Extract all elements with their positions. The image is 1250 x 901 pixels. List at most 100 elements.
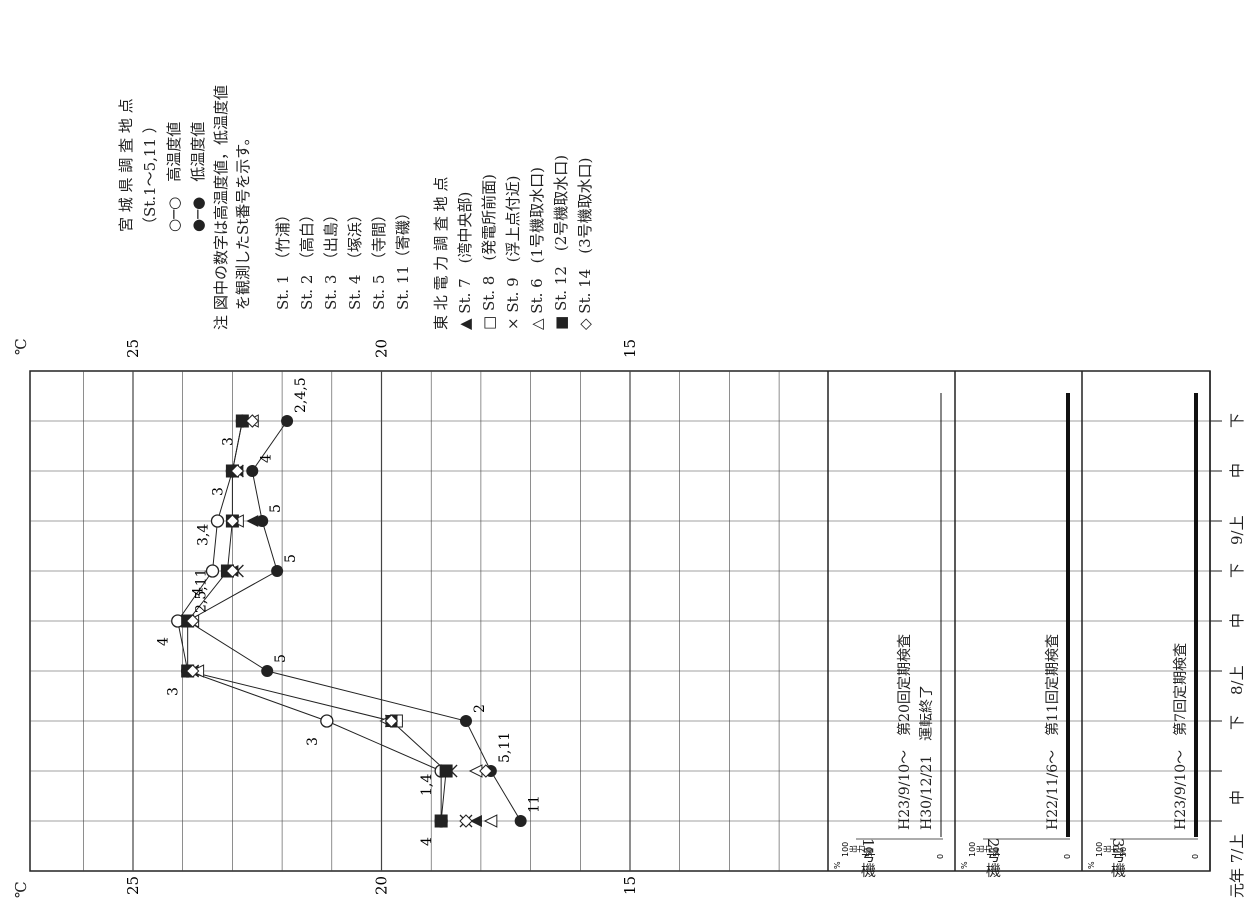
output-axis-label: % [1087,861,1096,869]
legend-station-1: St. 1 （竹浦） [274,207,292,310]
legend-tohoku-title: 東 北 電 力 調 査 地 点 [432,176,450,330]
st12-point [435,815,448,827]
high-label: 3 [305,737,321,746]
output-axis-label: 出 [975,845,985,853]
legend-tohoku-st9: × St. 9 (浮上点付近) [504,175,522,330]
st14-point [225,564,240,578]
legend-note-line2: を観測したSt番号を示す。 [234,130,252,310]
low-label: 5,11 [497,732,513,763]
st14-point [230,464,245,478]
data-markers [171,414,527,828]
legend-tohoku-st12: ■ St. 12 (2号機取水口) [552,154,570,330]
high-label: 4 [419,837,435,846]
st12-point [440,765,453,777]
legend-prefecture-title: 宮 城 県 調 査 地 点 [117,98,135,232]
tick-label-bottom: 25 [124,876,142,895]
legend-note-label: 注 [212,314,230,330]
low-point [271,565,284,577]
low-point [246,465,259,477]
output-axis-label: 0 [1063,854,1072,859]
tick-label-bottom: 20 [373,876,391,895]
x-label-7-chu: 中 [1228,789,1246,805]
low-label: 2,5,11 [194,568,210,613]
output-axis-label: 0 [936,854,945,859]
st14-point [459,814,473,828]
output-axis-label: 100 [968,842,977,857]
output-axis-label: 50 [992,847,1001,857]
high-point [205,564,220,578]
low-label: 11 [527,795,543,813]
plant-3-note1: H23/9/10～ 第7回定期検査 [1173,642,1189,830]
legend-tohoku-st6: △ St. 6 (1号機取水口) [528,167,546,330]
low-point [256,515,269,527]
x-label-9-jo: 9/上 [1228,515,1246,545]
legend-tohoku-st7: ▲ St. 7 (湾中央部) [456,191,474,330]
point-labels: 4 1,4 3 3 4 4 3,4 3 3 11 5,11 2 5 2,5,11 5 5 4 2,4,5 [156,377,543,846]
output-axis-label: 100 [1095,842,1104,857]
legend-prefecture-range: （St.1～5,11 ） [141,118,159,232]
plant-label-2: 2号機 [984,838,1002,878]
st6-point [483,814,498,828]
high-label: 4 [156,637,172,646]
output-axis-label: 力 [1110,845,1120,853]
output-axis-label: 力 [983,845,993,853]
low-label: 5 [268,504,284,513]
st14-point [245,414,259,428]
legend-station-2: St. 2 （高白） [298,207,316,310]
legend-station-3: St. 3 （出島） [322,207,340,310]
x-label-8-chu: 中 [1228,612,1246,628]
unit-bottom: ℃ [12,881,30,898]
st7-point [246,515,259,527]
output-axis-label: 出 [1102,845,1112,853]
plant-1-note2: H30/12/21 運転終了 [919,684,935,830]
st14-point [479,764,493,778]
st12-point [236,415,249,427]
plant-output-panels: %100 出力 50 0%100 出力 50 0%100 出力 50 0 [827,371,1200,871]
legend-tohoku-st14: ◇ St. 14 (3号機取水口) [576,157,594,330]
legend-station-4: St. 4 （塚浜） [346,207,364,310]
tick-label-top: 20 [373,339,391,358]
st7-point [469,815,482,827]
legend-low: ●─● 低温度値 [189,121,207,232]
legend-high: ○─○ 高温度値 [165,121,183,232]
output-axis-label: 出 [848,845,858,853]
legend-tohoku-st8: □ St. 8 (発電所前面) [480,173,498,330]
high-label: 3,4 [195,524,211,546]
high-label: 3 [210,487,226,496]
output-axis-label: 0 [1191,854,1200,859]
high-label: 3 [220,437,236,446]
low-label: 5 [283,554,299,563]
x-label-9-ge: 下 [1228,412,1246,428]
output-axis-label: 50 [865,847,874,857]
output-axis-label: % [960,861,969,869]
plant-1-note1: H23/9/10～ 第20回定期検査 [897,634,913,830]
tick-label-bottom: 15 [621,876,639,895]
low-point [261,665,274,677]
high-label: 1,4 [419,774,435,796]
output-axis-label: 100 [841,842,850,857]
plant-label-1: 1号機 [859,838,877,878]
legend-station-5: St. 5 （寺間） [370,207,388,310]
low-point [514,815,527,827]
legend-station-11: St. 11（寄磯） [394,205,412,310]
high-point [210,514,225,528]
plant-label-3: 3号機 [1109,838,1127,878]
low-point [281,415,294,427]
plant-2-note1: H22/11/6～ 第11回定期検査 [1045,634,1061,830]
output-axis-label: 50 [1119,847,1128,857]
st14-point [185,664,200,678]
st14-point [185,614,200,628]
low-label: 5 [273,654,289,663]
legend-note-line1: 図中の数字は高温度値，低温度値 [212,84,230,310]
x-label-9-chu: 中 [1228,462,1246,478]
unit-top: ℃ [12,338,30,355]
output-axis-label: % [833,861,842,869]
x-label-8-ge: 下 [1228,562,1246,578]
output-axis-label: 力 [856,845,866,853]
low-label: 2,4,5 [293,377,309,413]
low-label: 4 [258,454,274,463]
x-label-8-jo: 8/上 [1228,665,1246,695]
high-label: 4 [191,587,207,596]
tick-label-top: 15 [621,339,639,358]
